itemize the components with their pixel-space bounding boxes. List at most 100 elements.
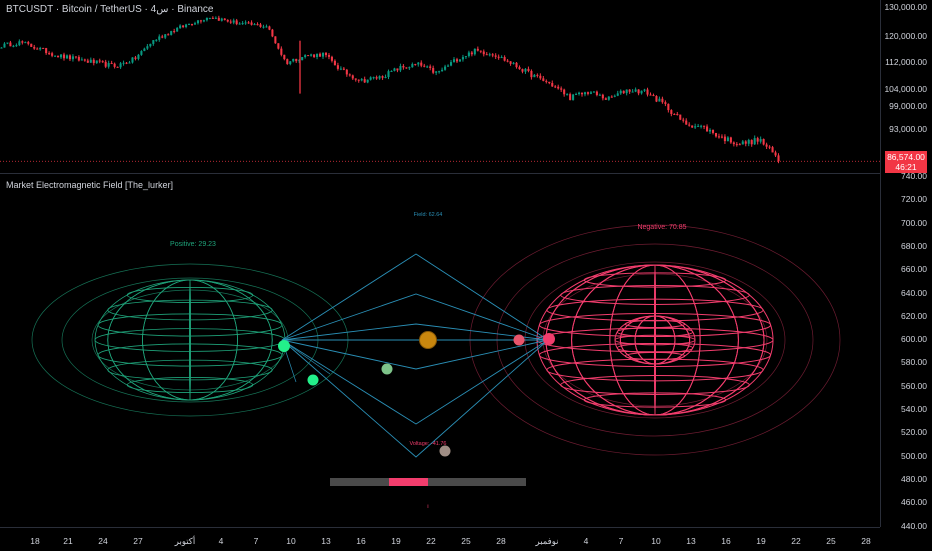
candle-body [488, 54, 491, 56]
price-scale[interactable]: 130,000.00 120,000.00 112,000.00 104,000… [880, 0, 932, 531]
candle-body [193, 23, 197, 25]
candle-body [688, 124, 691, 126]
field-line [281, 339, 549, 458]
bar-countdown: 46:21 [895, 162, 917, 172]
positive-particle [307, 374, 319, 386]
candle-body [244, 22, 247, 24]
candle-body [42, 47, 45, 49]
candle-body [223, 18, 226, 20]
time-scale[interactable]: 18 21 24 27 أكتوبر 4 7 10 13 16 19 22 25 28 نوفمبر 4 7 10… [0, 527, 880, 551]
negative-charge-point [543, 333, 555, 345]
candle-body [613, 95, 616, 97]
candle-body [720, 136, 723, 138]
candle-body [423, 65, 426, 67]
candle-body [583, 92, 587, 95]
candle-body [726, 137, 729, 142]
candle-body [452, 59, 456, 63]
candle-body [277, 43, 280, 49]
candle-body [336, 65, 339, 69]
candle-body [316, 53, 319, 58]
candle-body [530, 70, 533, 78]
candle-body [188, 23, 191, 25]
positive-parallel [97, 343, 283, 367]
candle-body [554, 86, 557, 88]
candle-body [310, 54, 313, 56]
candle-body [161, 36, 164, 38]
positive-meridian [189, 279, 191, 401]
positive-parallel [126, 377, 254, 393]
candle-body [268, 26, 271, 30]
candle-body [601, 94, 604, 99]
candle-body [735, 144, 738, 146]
time-tick: أكتوبر [174, 536, 196, 546]
candle-body [527, 68, 530, 71]
candle-body [143, 48, 146, 52]
candle-body [39, 47, 42, 50]
candle-body [759, 139, 762, 142]
indicator-title[interactable]: Market Electromagnetic Field [The_lurker… [6, 180, 174, 190]
candle-body [539, 75, 542, 79]
time-tick: 28 [861, 536, 871, 546]
candle-body [521, 69, 524, 72]
candle-body [747, 140, 750, 144]
candle-body [408, 67, 411, 69]
price-tick: 104,000.00 [884, 84, 927, 94]
candle-body [176, 28, 179, 32]
candle-body [298, 60, 301, 62]
candle-body [348, 74, 351, 76]
candle-body [71, 56, 74, 60]
candle-body [694, 126, 697, 128]
candle-body [575, 94, 578, 96]
candle-body [479, 50, 482, 52]
field-line [281, 293, 549, 341]
symbol-header[interactable]: BTCUSDT · Bitcoin / TetherUS · 4س · Bina… [6, 4, 214, 15]
pane-divider[interactable] [0, 173, 880, 174]
candle-body [202, 20, 205, 22]
candle-body [292, 58, 295, 62]
indicator-tick: 580.00 [901, 357, 927, 368]
candle-body [384, 76, 387, 78]
indicator-tick: 680.00 [901, 240, 927, 251]
candle-body [676, 114, 679, 116]
candle-body [366, 79, 369, 83]
time-tick: 19 [391, 536, 401, 546]
candle-body [580, 92, 584, 95]
candle-body [399, 65, 402, 71]
time-tick: 7 [618, 536, 624, 546]
candle-body [307, 55, 310, 57]
price-tick: 130,000.00 [884, 2, 927, 12]
candle-body [598, 94, 601, 96]
time-tick: 19 [756, 536, 766, 546]
candle-body [717, 136, 721, 138]
candle-body [500, 57, 503, 59]
candle-body [283, 54, 286, 60]
candle-body [250, 22, 253, 25]
candle-body [107, 62, 110, 67]
time-tick: 28 [496, 536, 506, 546]
candle-body [62, 54, 66, 59]
candle-body [30, 43, 33, 47]
candle-body [485, 54, 488, 56]
candle-body [232, 20, 235, 23]
field-label: Field: 62.64 [414, 212, 443, 218]
field-lines [281, 253, 549, 458]
candle-body [57, 55, 60, 58]
time-tick: 22 [791, 536, 801, 546]
candle-body [51, 53, 54, 56]
price-tick: 93,000.00 [889, 124, 927, 134]
candle-body [152, 40, 155, 44]
positive-parallel [94, 328, 286, 352]
candle-body [435, 71, 438, 73]
candle-body [646, 89, 649, 95]
candle-body [265, 26, 268, 28]
field-chart: Positive: 29.23 Negative: 70.85 Field: 62.… [31, 212, 841, 510]
candle-body [476, 48, 479, 51]
balance-bar-fill [389, 478, 428, 486]
candle-body [667, 103, 670, 111]
candle-body [173, 31, 176, 33]
candle-body [170, 31, 173, 35]
candle-body [113, 63, 116, 67]
candle-body [357, 79, 360, 81]
candle-body [15, 45, 18, 47]
candle-body [375, 77, 378, 79]
